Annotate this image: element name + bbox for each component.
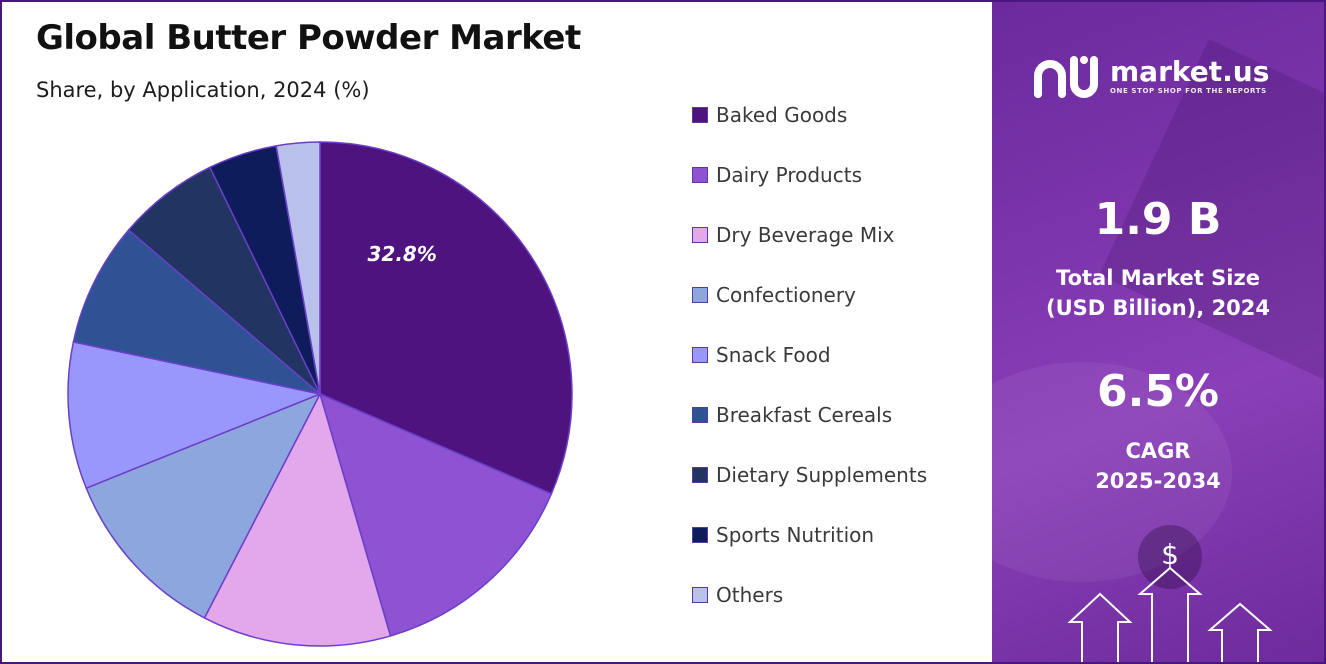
legend-item: Confectionery [692, 280, 856, 310]
legend-swatch [692, 527, 708, 543]
legend-item: Baked Goods [692, 100, 847, 130]
legend-label: Dairy Products [716, 163, 862, 187]
market-size-unit-label: (USD Billion), 2024 [1045, 296, 1271, 320]
pie-slices [67, 141, 573, 647]
legend-item: Dry Beverage Mix [692, 220, 894, 250]
cagr-value: 6.5% [1096, 366, 1220, 417]
growth-arrows-icon: $ [1067, 525, 1273, 662]
legend-label: Others [716, 583, 784, 607]
legend-swatch [692, 407, 708, 423]
pie-slice-snack-food [67, 341, 323, 490]
legend-swatch [692, 167, 708, 183]
market-size-value: 1.9 B [1094, 194, 1222, 245]
legend-swatch [692, 107, 708, 123]
arrow-up-left-icon [1067, 592, 1133, 662]
legend-label: Dry Beverage Mix [716, 223, 895, 247]
dollar-sign-icon: $ [1161, 538, 1179, 571]
arrow-up-center-icon [1137, 566, 1203, 662]
legend-label: Baked Goods [716, 103, 848, 127]
panel-glow [992, 362, 1232, 582]
cagr-label: CAGR [1125, 439, 1191, 463]
legend-swatch [692, 467, 708, 483]
legend-item: Breakfast Cereals [692, 400, 892, 430]
legend-item: Snack Food [692, 340, 831, 370]
pie-labels: 32.8% [368, 242, 437, 266]
legend-swatch [692, 587, 708, 603]
pie-slice-dairy-products [318, 392, 553, 637]
pie-slice-breakfast-cereals [72, 228, 321, 395]
legend-item: Others [692, 580, 783, 610]
brand-name: market.us [1110, 55, 1270, 88]
brand-logo: market.us ONE STOP SHOP FOR THE REPORTS [1032, 50, 1269, 102]
market-size-label: Total Market Size [1056, 266, 1260, 290]
pie-slice-others [275, 141, 321, 395]
legend-label: Sports Nutrition [716, 523, 875, 547]
legend-label: Snack Food [716, 343, 831, 367]
stats-panel: market.us ONE STOP SHOP FOR THE REPORTS … [992, 2, 1324, 662]
legend-item: Sports Nutrition [692, 520, 874, 550]
chart-subtitle: Share, by Application, 2024 (%) [36, 78, 370, 102]
chart-panel: Global Butter Powder Market Share, by Ap… [36, 18, 927, 647]
market-us-logo-icon [1034, 56, 1098, 98]
pie-slice-dry-beverage-mix [203, 391, 392, 647]
legend-swatch [692, 287, 708, 303]
legend-item: Dietary Supplements [692, 460, 927, 490]
arrow-up-right-icon [1207, 602, 1273, 662]
legend-item: Dairy Products [692, 160, 862, 190]
pie-slice-confectionery [85, 392, 322, 619]
legend-label: Dietary Supplements [716, 463, 928, 487]
coin-icon [1138, 525, 1202, 589]
legend-label: Breakfast Cereals [716, 403, 893, 427]
brand-tagline: ONE STOP SHOP FOR THE REPORTS [1110, 87, 1267, 95]
chart-title: Global Butter Powder Market [36, 18, 581, 58]
cagr-period-label: 2025-2034 [1095, 469, 1221, 493]
legend-label: Confectionery [716, 283, 856, 307]
legend-swatch [692, 347, 708, 363]
pie-data-label: 32.8% [368, 242, 437, 266]
pie-slice-baked-goods [319, 141, 573, 495]
pie-chart: 32.8% [67, 141, 573, 647]
legend-swatch [692, 227, 708, 243]
